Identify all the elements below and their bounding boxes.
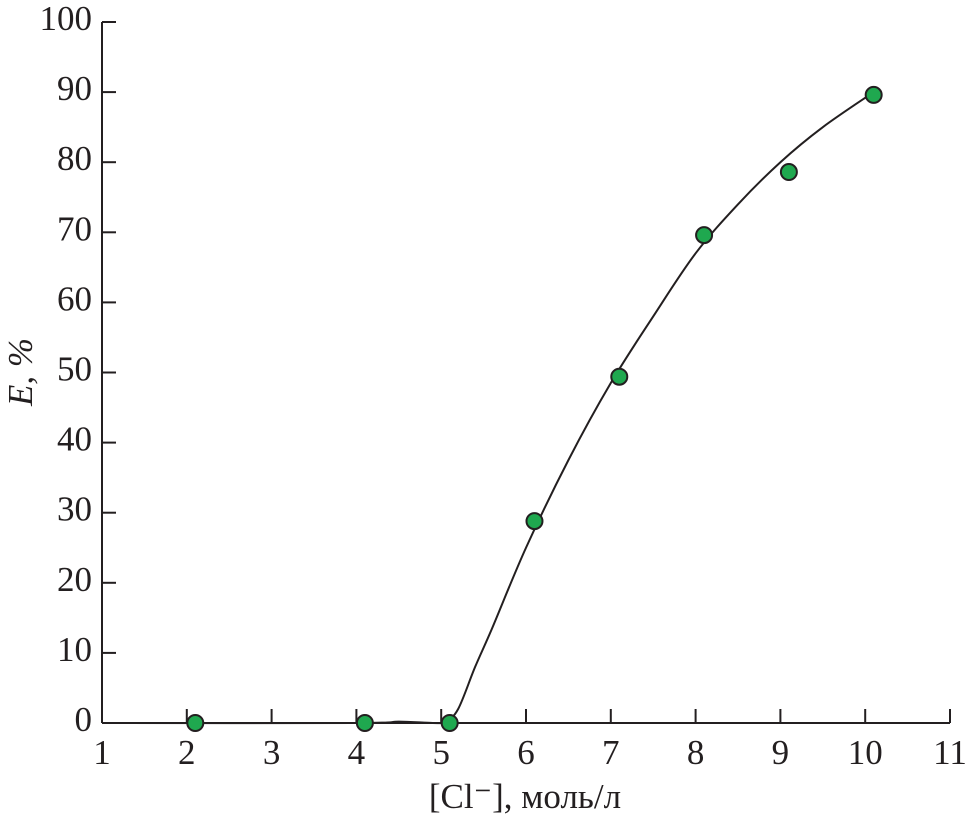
fit-curve: [101, 91, 875, 725]
data-point: [186, 714, 205, 732]
data-point: [355, 714, 374, 732]
y-tick-label: 90: [57, 69, 92, 108]
y-tick-label: 100: [40, 0, 93, 38]
x-tick-label: 7: [602, 733, 620, 772]
x-tick-label: 11: [933, 733, 967, 772]
y-tick-label: 40: [57, 420, 92, 459]
x-tick-label: 8: [687, 733, 705, 772]
data-point: [610, 367, 629, 386]
data-point: [864, 85, 883, 104]
y-tick-label: 60: [57, 279, 92, 318]
y-tick-label: 10: [57, 630, 92, 669]
y-tick-label: 80: [57, 139, 92, 178]
y-tick-label: 70: [57, 209, 92, 248]
x-tick-label: 2: [178, 733, 196, 772]
data-point: [440, 714, 459, 732]
y-tick-label: 50: [57, 350, 92, 389]
y-tick-label: 30: [57, 490, 92, 529]
y-axis-label: E, %: [1, 338, 40, 407]
x-tick-label: 4: [348, 733, 366, 772]
data-point: [779, 163, 798, 182]
x-tick-label: 1: [93, 733, 111, 772]
x-tick-label: 5: [432, 733, 450, 772]
x-tick-label: 3: [263, 733, 281, 772]
data-point: [525, 512, 544, 531]
data-point: [695, 226, 714, 245]
y-tick-label: 0: [75, 700, 93, 739]
x-axis-label: [Cl⁻], моль/л: [429, 777, 621, 816]
x-tick-label: 10: [848, 733, 883, 772]
x-tick-label: 6: [517, 733, 535, 772]
x-tick-label: 9: [772, 733, 790, 772]
y-tick-label: 20: [57, 560, 92, 599]
